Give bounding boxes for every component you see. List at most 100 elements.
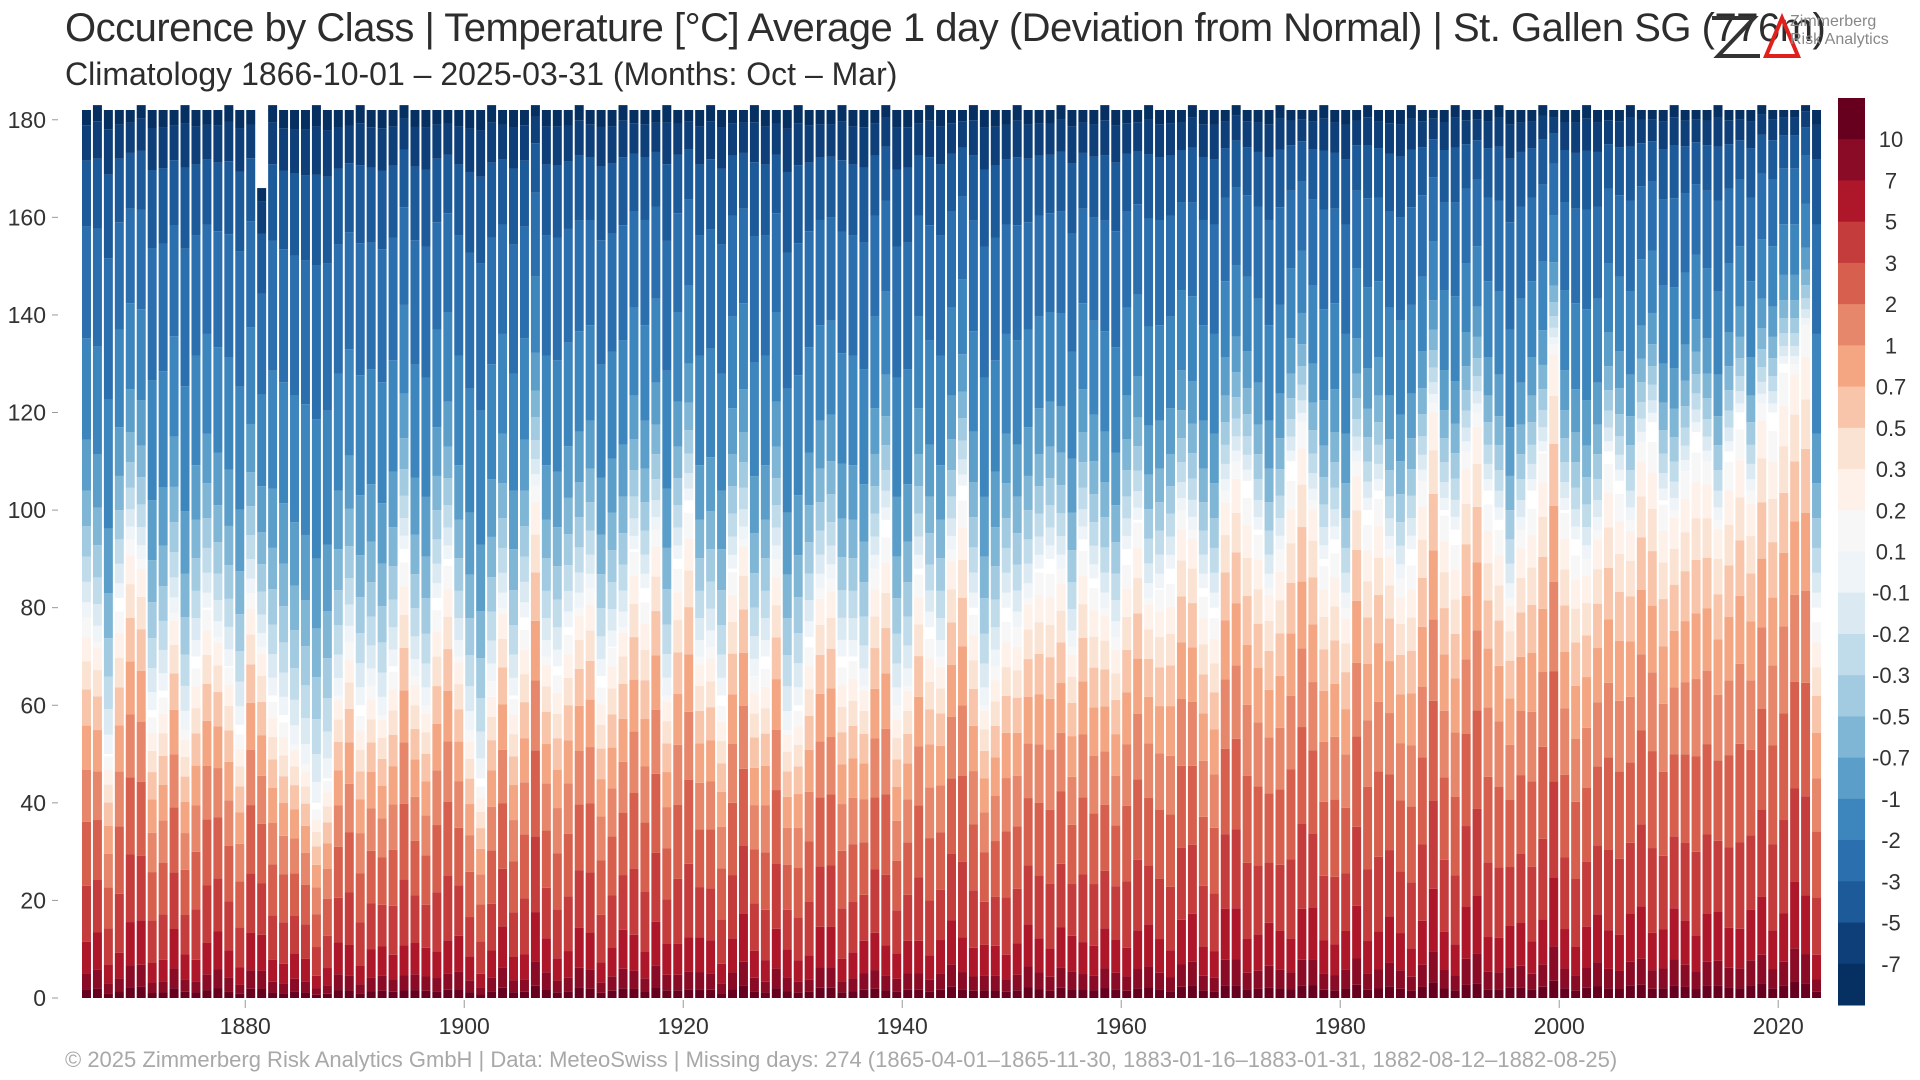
segment-1906-class--0.5 xyxy=(519,526,529,557)
segment-1873-class--0.2 xyxy=(158,649,168,674)
segment-1999-class--3 xyxy=(1538,184,1548,262)
segment-1891-class-0.7 xyxy=(355,799,365,834)
segment-1968-class--0.1 xyxy=(1198,573,1208,589)
segment-1899-class--0.7 xyxy=(443,446,453,479)
segment-1875-class--0.2 xyxy=(180,685,190,711)
segment-1960-class--0.3 xyxy=(1111,573,1121,601)
segment-1894-class-0.7 xyxy=(388,766,398,805)
segment-1970-class--2 xyxy=(1220,281,1230,358)
segment-1902-class--5 xyxy=(476,176,486,264)
segment-2023-class-top xyxy=(1801,105,1811,112)
segment-1908-class--1 xyxy=(541,465,551,520)
segment-1888-class-7 xyxy=(322,985,332,994)
segment-1959-class--1 xyxy=(1100,431,1110,483)
segment-2010-class-0.7 xyxy=(1658,646,1668,704)
segment-1991-class-0.1 xyxy=(1450,545,1460,570)
segment-2017-class--0.3 xyxy=(1735,376,1745,392)
segment-1943-class-0.7 xyxy=(925,744,935,788)
segment-1972-class-3 xyxy=(1242,862,1252,940)
bar-2002 xyxy=(1571,110,1581,998)
segment-2011-class--0.5 xyxy=(1669,437,1679,462)
segment-1872-class--0.5 xyxy=(147,602,157,639)
segment-1925-class-10 xyxy=(728,989,737,998)
segment-1931-class--0.2 xyxy=(793,663,803,688)
segment-1939-class-0.7 xyxy=(881,673,891,729)
segment-1923-class-7 xyxy=(706,973,716,990)
segment-1970-class--3 xyxy=(1220,197,1230,282)
segment-1983-class--3 xyxy=(1363,198,1373,288)
segment-1906-class-0.2 xyxy=(519,650,529,675)
segment-1922-class-top xyxy=(695,110,705,127)
segment-1925-class-top xyxy=(728,110,737,124)
segment-1987-class-2 xyxy=(1406,806,1416,883)
segment-1875-class--5 xyxy=(180,167,190,249)
segment-1930-class-2 xyxy=(782,864,792,910)
segment-2015-class--0.2 xyxy=(1713,490,1723,508)
segment-2014-class-2 xyxy=(1702,744,1712,835)
segment-1912-class--0.3 xyxy=(585,530,595,555)
segment-1946-class-0.1 xyxy=(957,500,967,528)
segment-1879-class-0.2 xyxy=(224,685,234,706)
segment-1932-class--0.3 xyxy=(804,573,814,601)
segment-1972-class--3 xyxy=(1242,195,1252,277)
segment-1894-class--0.5 xyxy=(388,566,398,600)
segment-1944-class--0.3 xyxy=(936,590,946,619)
segment-1902-class--1 xyxy=(476,544,486,612)
segment-1875-class--7 xyxy=(180,123,190,168)
segment-1991-class-7 xyxy=(1450,975,1460,991)
segment-1955-class-0.5 xyxy=(1056,642,1066,684)
segment-1871-class--0.3 xyxy=(136,504,146,528)
segment-1989-class--0.1 xyxy=(1428,393,1438,403)
segment-1989-class--5 xyxy=(1428,139,1438,178)
segment-1987-class-0.7 xyxy=(1406,693,1416,746)
segment-1916-class-1 xyxy=(629,731,639,794)
segment-1985-class-0.7 xyxy=(1385,661,1394,714)
segment-2004-class--0.2 xyxy=(1593,500,1603,518)
segment-2021-class-5 xyxy=(1779,913,1789,962)
segment-2008-class-1 xyxy=(1636,654,1646,731)
segment-2017-class--7 xyxy=(1735,119,1745,141)
segment-2008-class-top xyxy=(1636,110,1646,120)
segment-2024-class-0.1 xyxy=(1812,622,1822,643)
segment-1946-class-2 xyxy=(957,775,967,862)
segment-1981-class-0.5 xyxy=(1341,672,1351,710)
segment-2008-class-10 xyxy=(1636,984,1646,998)
segment-1969-class--5 xyxy=(1209,159,1219,225)
segment-1937-class-0.2 xyxy=(859,691,869,711)
segment-2009-class-0.5 xyxy=(1647,551,1657,606)
segment-1910-class-0.3 xyxy=(563,677,573,706)
segment-1994-class-0.3 xyxy=(1483,563,1493,601)
segment-1869-class--0.5 xyxy=(114,510,124,540)
segment-1870-class--7 xyxy=(125,122,135,153)
segment-1897-class-0.5 xyxy=(421,753,431,782)
segment-1938-class--3 xyxy=(870,215,880,317)
segment-2012-class--0.3 xyxy=(1680,427,1690,446)
segment-2024-class--0.7 xyxy=(1812,483,1822,519)
segment-1969-class-2 xyxy=(1209,827,1219,894)
segment-2017-class-0.1 xyxy=(1735,429,1745,461)
segment-1891-class-top xyxy=(355,105,365,124)
segment-1893-class--5 xyxy=(377,170,387,250)
segment-1961-class-1 xyxy=(1122,744,1132,806)
segment-1966-class-3 xyxy=(1176,847,1186,920)
segment-1875-class-10 xyxy=(180,991,190,998)
segment-2007-class-3 xyxy=(1625,842,1635,914)
segment-1909-class--2 xyxy=(552,360,562,472)
segment-1990-class--5 xyxy=(1439,150,1449,203)
segment-1873-class-0.2 xyxy=(158,713,168,734)
segment-1909-class-0.5 xyxy=(552,738,562,770)
segment-1885-class-1 xyxy=(290,838,300,874)
segment-1991-class-0.3 xyxy=(1450,599,1460,634)
segment-2013-class--0.7 xyxy=(1691,351,1701,375)
segment-1980-class-1 xyxy=(1330,736,1340,800)
segment-1930-class--0.1 xyxy=(782,711,792,730)
segment-1992-class-7 xyxy=(1461,958,1471,985)
segment-1938-class--0.7 xyxy=(870,453,880,487)
segment-1895-class-7 xyxy=(399,975,409,991)
segment-1880-class--0.3 xyxy=(235,651,245,682)
bar-1870 xyxy=(125,110,135,998)
segment-1890-class--5 xyxy=(344,163,354,233)
segment-1884-class-10 xyxy=(279,993,289,998)
segment-1867-class--3 xyxy=(92,228,102,347)
segment-2024-class-0.3 xyxy=(1812,667,1822,697)
